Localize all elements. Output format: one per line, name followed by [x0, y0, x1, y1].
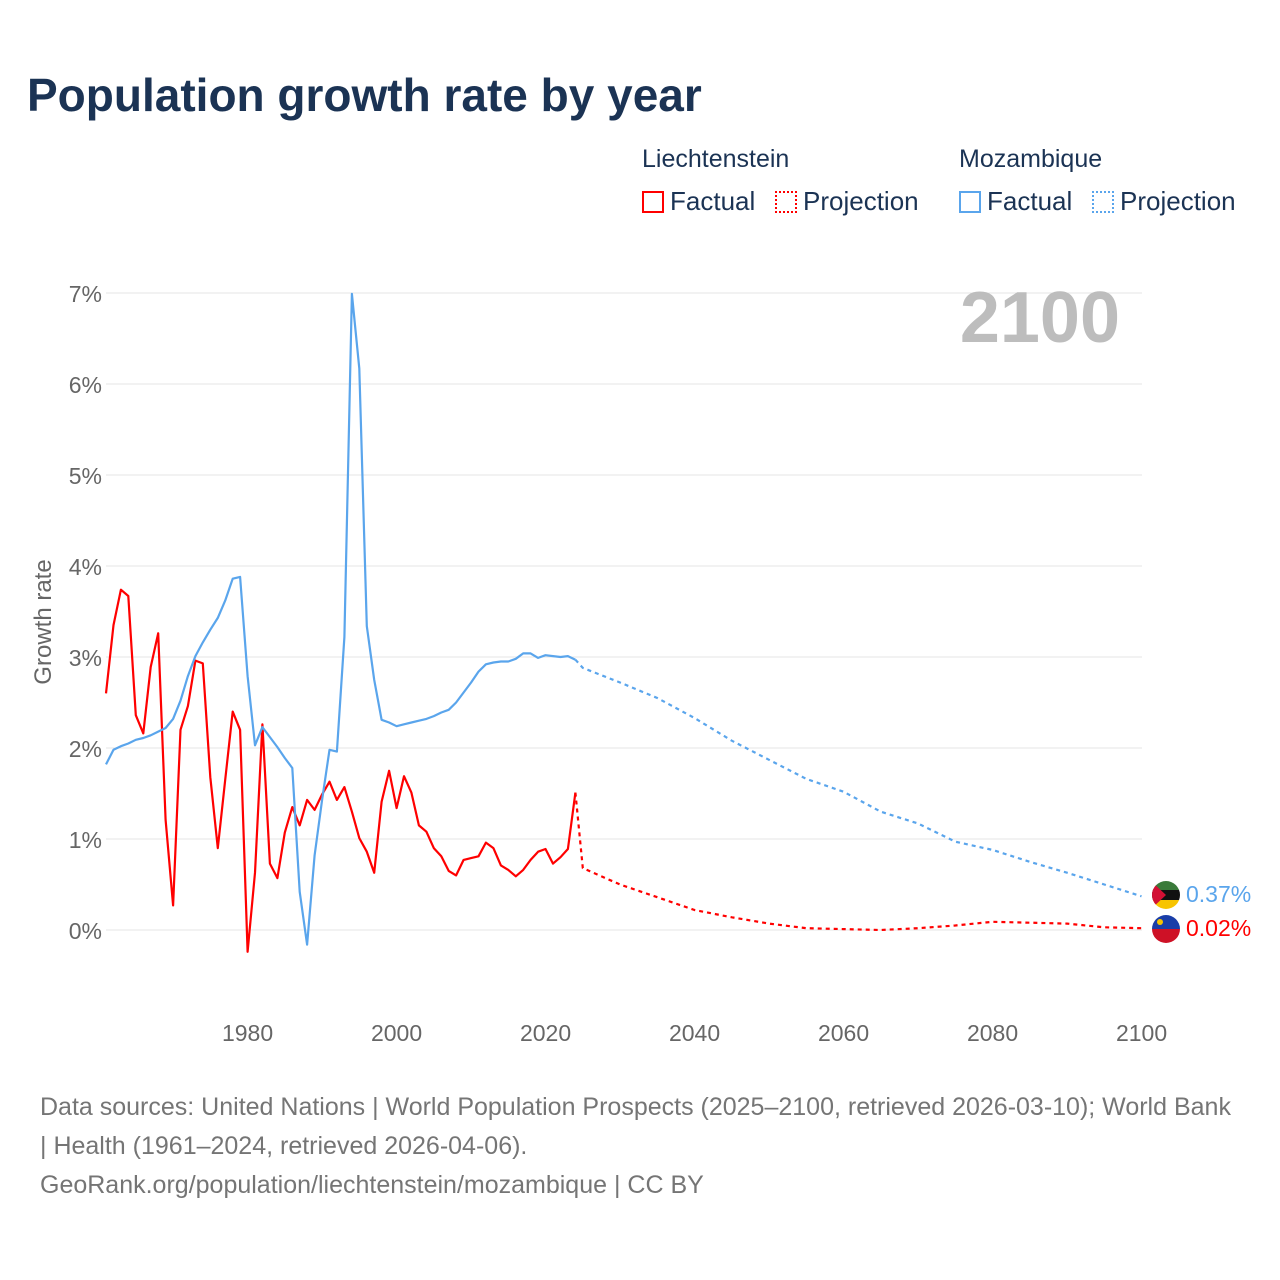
y-axis-label: Growth rate: [30, 559, 57, 684]
legend-swatch-solid: [959, 190, 981, 213]
x-tick-label: 2080: [967, 1020, 1018, 1046]
legend-label: Factual: [670, 186, 756, 216]
liechtenstein-projection-line: [574, 792, 1142, 932]
x-tick-label: 2100: [1116, 1020, 1167, 1046]
end-label-mozambique: 0.37%: [1186, 881, 1251, 907]
legend-swatch-dotted: [775, 190, 797, 213]
source-link[interactable]: GeoRank.org/population/liechtenstein/moz…: [40, 1171, 704, 1199]
x-tick-label: 1980: [222, 1020, 273, 1046]
y-tick-label: 5%: [69, 463, 102, 489]
x-tick-label: 2060: [818, 1020, 869, 1046]
legend-swatch-dotted: [1092, 190, 1114, 213]
x-tick-label: 2020: [520, 1020, 571, 1046]
legend-label: Projection: [803, 186, 919, 216]
legend-mozambique-projection[interactable]: Projection: [1092, 186, 1236, 217]
mozambique-factual-line: [105, 292, 576, 946]
y-tick-label: 4%: [69, 554, 102, 580]
y-tick-label: 0%: [69, 918, 102, 944]
legend-liechtenstein-factual[interactable]: Factual: [642, 186, 755, 217]
chart-title: Population growth rate by year: [27, 69, 702, 121]
year-watermark: 2100: [960, 278, 1120, 358]
y-tick-label: 2%: [69, 736, 102, 762]
legend-label: Factual: [987, 186, 1073, 216]
y-tick-label: 3%: [69, 645, 102, 671]
y-tick-label: 1%: [69, 827, 102, 853]
legend-group-mozambique: Mozambique: [959, 145, 1103, 173]
data-sources: Data sources: United Nations | World Pop…: [40, 1093, 1231, 1160]
legend-group-liechtenstein: Liechtenstein: [642, 145, 790, 173]
legend-liechtenstein-projection[interactable]: Projection: [775, 186, 919, 217]
liechtenstein-flag-icon: [1152, 915, 1180, 943]
mozambique-projection-line: [574, 658, 1142, 898]
legend-mozambique-factual[interactable]: Factual: [959, 186, 1072, 217]
mozambique-flag-icon: [1152, 881, 1180, 909]
legend-label: Projection: [1120, 186, 1236, 216]
y-tick-label: 6%: [69, 372, 102, 398]
x-tick-label: 2040: [669, 1020, 720, 1046]
liechtenstein-factual-line: [104, 588, 577, 953]
legend-swatch-solid: [642, 190, 664, 213]
y-tick-label: 7%: [69, 281, 102, 307]
footer: Data sources: United Nations | World Pop…: [40, 1088, 1240, 1205]
end-label-liechtenstein: 0.02%: [1186, 915, 1251, 941]
x-tick-label: 2000: [371, 1020, 422, 1046]
